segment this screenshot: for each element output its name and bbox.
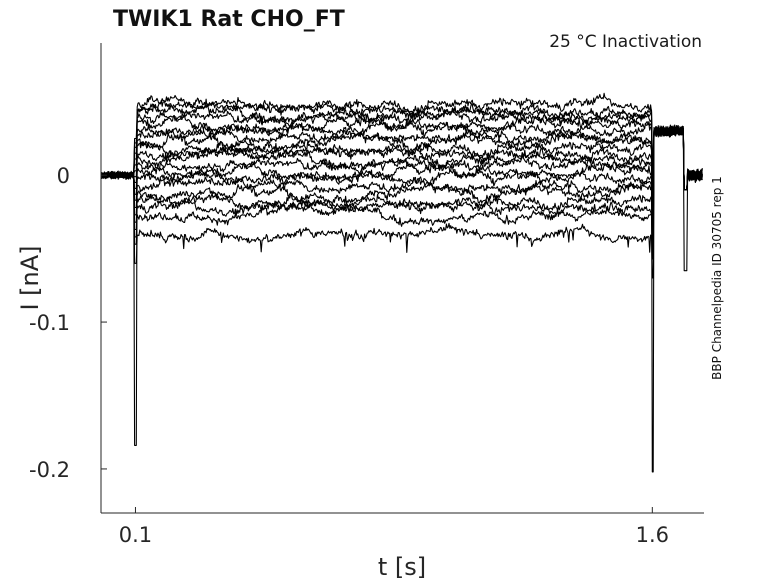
chart-title: TWIK1 Rat CHO_FT [113,7,345,32]
y-ticks: 0 -0.1 -0.2 [29,164,107,482]
x-ticks: 0.1 1.6 [119,507,669,547]
x-axis-label: t [s] [378,553,426,581]
current-trace [101,125,703,260]
current-trace [100,126,703,191]
current-trace [100,126,703,216]
current-traces [100,92,703,473]
chart-subtitle: 25 °C Inactivation [549,32,702,52]
y-axis-label: I [nA] [16,245,44,310]
current-trace [100,125,703,191]
y-tick-label: -0.2 [29,458,70,482]
y-tick-label: 0 [57,164,70,188]
channelpedia-id-note: BBP Channelpedia ID 30705 rep 1 [710,176,724,380]
x-tick-label: 0.1 [119,523,152,547]
current-trace [100,124,703,279]
current-trace [100,114,703,191]
current-trace [100,99,703,191]
y-tick-label: -0.1 [29,311,70,335]
current-trace [100,125,703,253]
current-trace [100,127,703,198]
current-trace [100,118,703,191]
current-trace [100,107,703,191]
current-trace [100,125,703,231]
current-trace [100,127,703,210]
current-trace [100,126,703,238]
x-tick-label: 1.6 [636,523,669,547]
current-trace [100,125,703,223]
